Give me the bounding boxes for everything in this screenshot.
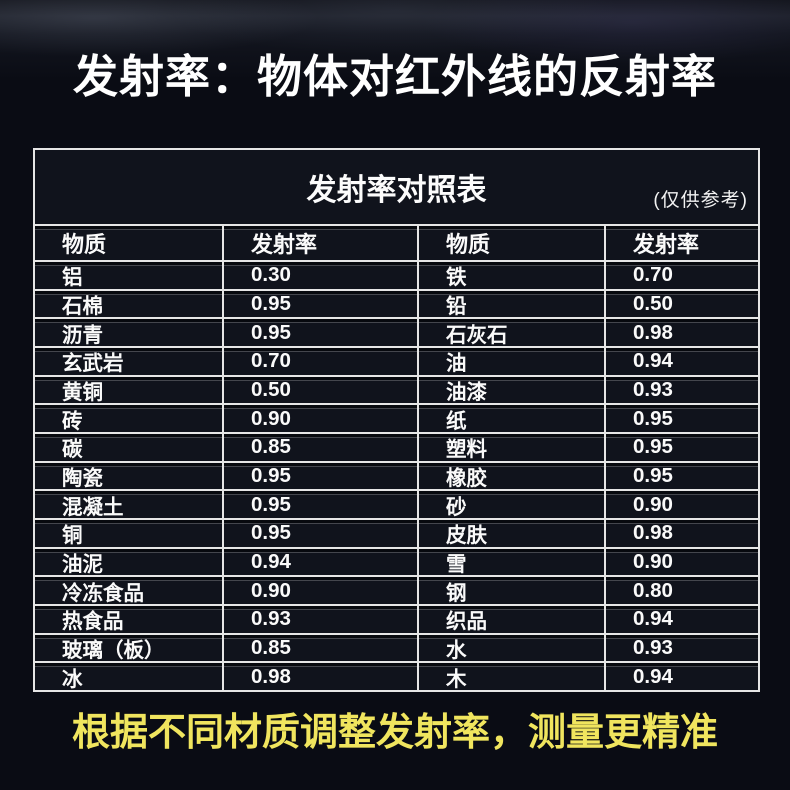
material-name: 混凝土	[62, 495, 124, 518]
material-name: 塑料	[417, 433, 604, 461]
material-name: 铅	[417, 290, 604, 318]
material-name: 沥青	[62, 323, 103, 346]
material-name: 木	[417, 663, 604, 690]
table-row: 铜 0.95 皮肤 0.98	[35, 517, 758, 547]
table-body: 铝 0.30 铁 0.70 石棉 0.95 铅 0.50 沥青 0.95 石灰石 0.98 玄武岩 0.7…	[35, 260, 758, 690]
header-material-left: 物质	[62, 232, 107, 257]
material-name: 砖	[62, 409, 83, 432]
emissivity-value: 0.98	[222, 663, 417, 690]
table-row: 石棉 0.95 铅 0.50	[35, 288, 758, 318]
emissivity-value: 0.95	[604, 462, 758, 490]
emissivity-value: 0.94	[604, 605, 758, 633]
emissivity-value: 0.50	[604, 290, 758, 318]
material-name: 纸	[417, 405, 604, 432]
material-name: 钢	[417, 577, 604, 604]
emissivity-value: 0.50	[222, 376, 417, 404]
material-name: 石灰石	[417, 319, 604, 346]
emissivity-table: 发射率对照表 (仅供参考) 物质 发射率 物质 发射率 铝 0.30 铁 0.70 石棉…	[33, 148, 760, 692]
material-name: 玄武岩	[62, 352, 124, 375]
material-name: 铁	[417, 262, 604, 289]
emissivity-value: 0.95	[604, 405, 758, 432]
header-material-right: 物质	[417, 226, 604, 260]
table-row: 冷冻食品 0.90 钢 0.80	[35, 575, 758, 604]
material-name: 陶瓷	[62, 466, 103, 490]
material-name: 砂	[417, 491, 604, 518]
material-name: 织品	[417, 605, 604, 633]
material-name: 热食品	[62, 610, 124, 633]
table-row: 铝 0.30 铁 0.70	[35, 260, 758, 289]
material-name: 冷冻食品	[62, 581, 144, 604]
material-name: 油泥	[62, 552, 103, 576]
emissivity-value: 0.98	[604, 519, 758, 547]
emissivity-value: 0.95	[222, 491, 417, 518]
footer-note: 根据不同材质调整发射率，测量更精准	[71, 712, 718, 754]
material-name: 碳	[62, 438, 83, 461]
emissivity-value: 0.95	[604, 433, 758, 461]
header-emissivity-left: 发射率	[222, 226, 417, 260]
material-name: 油漆	[417, 376, 604, 404]
emissivity-value: 0.70	[604, 262, 758, 289]
emissivity-value: 0.85	[222, 634, 417, 662]
table-row: 混凝土 0.95 砂 0.90	[35, 489, 758, 518]
emissivity-value: 0.80	[604, 577, 758, 604]
header-emissivity-right: 发射率	[604, 226, 758, 260]
table-header-row: 物质 发射率 物质 发射率	[35, 224, 758, 260]
table-row: 玻璃（板） 0.85 水 0.93	[35, 632, 758, 662]
table-title: 发射率对照表	[306, 174, 487, 207]
table-row: 碳 0.85 塑料 0.95	[35, 431, 758, 461]
emissivity-value: 0.93	[604, 634, 758, 662]
material-name: 皮肤	[417, 519, 604, 547]
emissivity-value: 0.98	[604, 319, 758, 346]
table-row: 黄铜 0.50 油漆 0.93	[35, 374, 758, 404]
table-row: 油泥 0.94 雪 0.90	[35, 546, 758, 576]
material-name: 橡胶	[417, 462, 604, 490]
emissivity-value: 0.90	[222, 577, 417, 604]
material-name: 石棉	[62, 294, 103, 318]
material-name: 铜	[62, 524, 83, 547]
emissivity-value: 0.93	[222, 605, 417, 633]
table-row: 陶瓷 0.95 橡胶 0.95	[35, 460, 758, 490]
table-caption-row: 发射率对照表 (仅供参考)	[35, 150, 758, 224]
table-row: 热食品 0.93 织品 0.94	[35, 603, 758, 633]
material-name: 水	[417, 634, 604, 662]
material-name: 铝	[62, 266, 83, 289]
emissivity-value: 0.95	[222, 290, 417, 318]
emissivity-value: 0.90	[222, 405, 417, 432]
emissivity-value: 0.95	[222, 519, 417, 547]
material-name: 雪	[417, 548, 604, 576]
emissivity-value: 0.95	[222, 462, 417, 490]
page-title: 发射率：物体对红外线的反射率	[72, 51, 717, 102]
background-gradient	[0, 0, 790, 130]
table-reference-note: (仅供参考)	[653, 190, 748, 211]
table-row: 玄武岩 0.70 油 0.94	[35, 345, 758, 375]
emissivity-value: 0.85	[222, 433, 417, 461]
material-name: 黄铜	[62, 380, 103, 404]
emissivity-value: 0.70	[222, 347, 417, 375]
table-row: 冰 0.98 木 0.94	[35, 661, 758, 690]
table-row: 沥青 0.95 石灰石 0.98	[35, 317, 758, 346]
emissivity-value: 0.93	[604, 376, 758, 404]
material-name: 玻璃（板）	[62, 638, 165, 662]
material-name: 冰	[62, 667, 83, 690]
material-name: 油	[417, 347, 604, 375]
table-row: 砖 0.90 纸 0.95	[35, 403, 758, 432]
emissivity-value: 0.94	[222, 548, 417, 576]
emissivity-value: 0.30	[222, 262, 417, 289]
emissivity-value: 0.90	[604, 548, 758, 576]
emissivity-value: 0.94	[604, 347, 758, 375]
emissivity-value: 0.90	[604, 491, 758, 518]
emissivity-value: 0.95	[222, 319, 417, 346]
emissivity-value: 0.94	[604, 663, 758, 690]
